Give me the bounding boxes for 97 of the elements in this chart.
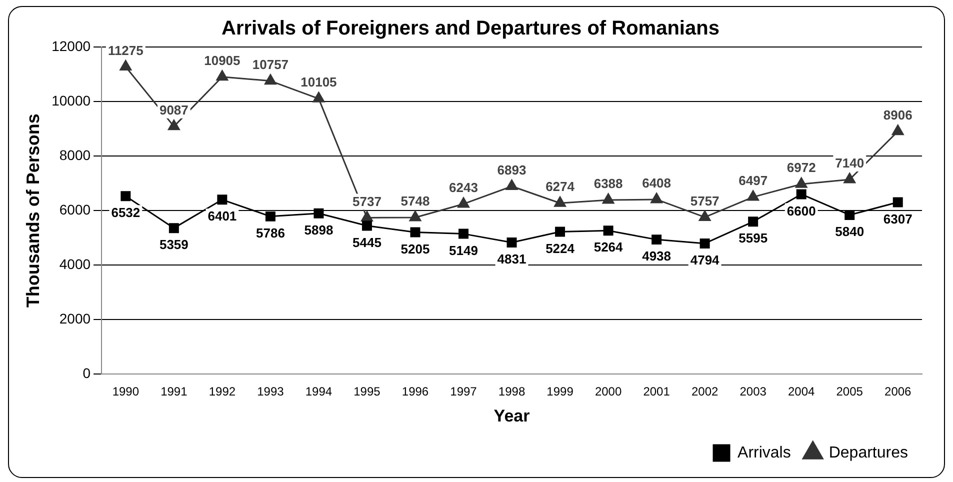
data-label: 8906 <box>883 107 912 122</box>
point <box>603 226 614 236</box>
point <box>410 227 420 238</box>
point <box>892 197 903 208</box>
point <box>361 211 373 222</box>
data-label: 5595 <box>738 230 768 246</box>
data-label: 6243 <box>449 180 478 196</box>
x-tick-label: 2000 <box>594 384 622 399</box>
x-tick-label: 1995 <box>354 384 381 399</box>
y-tick-label: 2000 <box>59 310 91 327</box>
data-label: 5748 <box>400 194 430 209</box>
point <box>602 193 614 204</box>
data-label: 5445 <box>352 234 382 250</box>
data-label: 4794 <box>690 252 720 268</box>
data-label: 6388 <box>594 176 623 192</box>
y-axis-title: Thousands of Persons <box>22 114 43 308</box>
point <box>844 172 856 184</box>
y-tick-label: 12000 <box>52 38 91 54</box>
data-label: 4938 <box>642 248 672 264</box>
data-label: 6497 <box>738 173 768 188</box>
data-label: 5786 <box>256 226 285 241</box>
data-label: 5149 <box>449 242 478 258</box>
x-tick-label: 2006 <box>884 384 912 399</box>
data-label: 10105 <box>300 74 337 90</box>
point <box>554 196 566 207</box>
y-tick-label: 4000 <box>59 256 91 272</box>
x-tick-label: 1994 <box>305 384 332 399</box>
data-label: 7140 <box>835 156 864 171</box>
point <box>458 228 468 239</box>
data-label: 5840 <box>835 224 864 240</box>
point <box>265 211 276 222</box>
x-tick-label: 1999 <box>546 384 574 399</box>
point <box>796 189 806 200</box>
point <box>844 210 855 220</box>
point <box>458 197 470 208</box>
point <box>312 92 325 102</box>
y-tick-label: 6000 <box>59 201 91 218</box>
point <box>409 210 422 222</box>
data-label: 5737 <box>352 194 382 209</box>
point <box>652 234 662 245</box>
y-tick-label: 8000 <box>59 146 91 163</box>
point <box>506 180 518 190</box>
data-label: 6408 <box>642 176 672 191</box>
chart-title: Arrivals of Foreigners and Departures of Romanians <box>222 18 720 40</box>
data-label: 5359 <box>159 237 188 252</box>
point <box>168 223 179 234</box>
data-label: 6401 <box>208 208 237 224</box>
point <box>168 120 180 130</box>
point <box>362 220 372 231</box>
point <box>264 74 276 85</box>
x-tick-label: 1991 <box>160 384 188 399</box>
data-label: 5264 <box>594 240 624 255</box>
x-tick-label: 1997 <box>450 384 478 399</box>
point <box>650 192 662 204</box>
point <box>555 226 566 237</box>
data-label: 11275 <box>108 42 144 58</box>
x-axis-title: Year <box>494 406 530 426</box>
point <box>700 238 710 248</box>
point <box>120 191 131 202</box>
legend-label: Arrivals <box>738 444 791 462</box>
point <box>748 216 758 227</box>
data-label: 6532 <box>111 205 140 220</box>
y-tick-label: 0 <box>82 365 91 382</box>
x-tick-label: 2002 <box>691 384 718 399</box>
point <box>217 194 228 205</box>
x-tick-label: 1990 <box>112 384 140 399</box>
data-label: 5757 <box>690 193 720 208</box>
point <box>747 190 760 201</box>
point <box>892 124 904 136</box>
data-label: 10757 <box>252 56 289 72</box>
data-label: 5224 <box>546 240 576 256</box>
x-tick-label: 1993 <box>257 384 284 399</box>
point <box>506 237 517 248</box>
x-tick-label: 1998 <box>498 384 526 399</box>
point <box>120 60 132 71</box>
x-tick-label: 2005 <box>836 384 864 399</box>
data-label: 4831 <box>497 252 526 267</box>
data-label: 6893 <box>497 162 526 178</box>
point <box>216 70 228 81</box>
data-label: 5205 <box>400 241 430 256</box>
point <box>795 177 808 188</box>
point <box>698 210 711 221</box>
data-label: 6307 <box>883 211 912 226</box>
data-label: 5898 <box>304 222 334 238</box>
legend-label: Departures <box>828 444 908 462</box>
data-label: 10905 <box>204 52 240 68</box>
x-tick-label: 1992 <box>208 384 236 399</box>
x-tick-label: 2001 <box>643 384 670 399</box>
point <box>314 208 324 218</box>
y-tick-label: 10000 <box>52 92 91 108</box>
x-tick-label: 2004 <box>788 384 816 399</box>
data-label: 6972 <box>786 160 816 176</box>
data-label: 6600 <box>786 203 816 218</box>
data-label: 9087 <box>159 102 188 118</box>
x-tick-label: 2003 <box>740 384 767 399</box>
x-tick-label: 1996 <box>402 384 429 399</box>
data-label: 6274 <box>546 179 576 194</box>
